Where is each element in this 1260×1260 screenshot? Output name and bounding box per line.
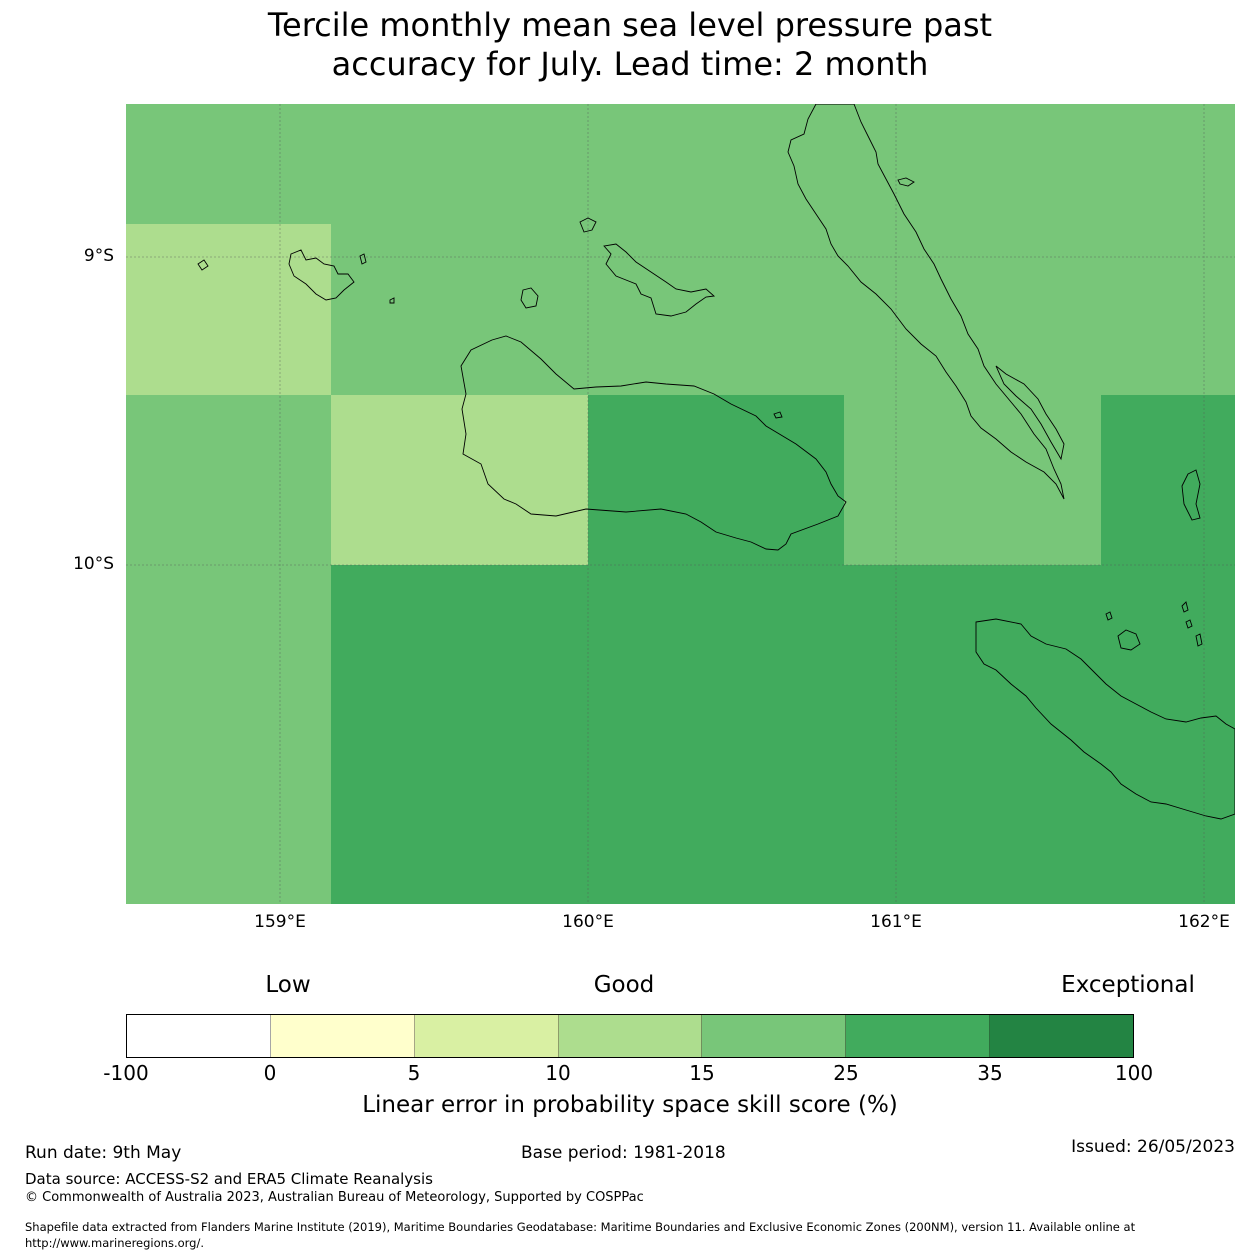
shapefile-credit-line-2: http://www.marineregions.org/.	[25, 1236, 204, 1250]
skill-grid-cell	[1101, 565, 1235, 904]
lon-label-160e: 160°E	[562, 912, 614, 932]
map-panel	[126, 104, 1235, 904]
run-date: Run date: 9th May	[25, 1143, 182, 1163]
lon-label-161e: 161°E	[870, 912, 922, 932]
islet-east-makira	[1195, 633, 1203, 647]
chart-title: Tercile monthly mean sea level pressure …	[0, 6, 1260, 84]
skill-grid-cell	[588, 395, 844, 565]
colorbar-segment	[558, 1015, 703, 1057]
islet-ulawa-south	[1105, 611, 1113, 621]
skill-grid-cell	[844, 224, 1101, 395]
island-savo	[520, 287, 539, 309]
skill-grid-cell	[1101, 395, 1235, 565]
island-small-malaita	[995, 365, 1065, 461]
islet-russell-east	[359, 253, 367, 265]
skill-grid-cell	[126, 565, 331, 904]
colorbar-tick: 25	[833, 1061, 859, 1085]
colorbar-category-low: Low	[265, 972, 311, 998]
island-guadalcanal	[460, 335, 847, 551]
colorbar-tick: 35	[977, 1061, 1003, 1085]
lon-label-159e: 159°E	[254, 912, 306, 932]
skill-grid-cell	[331, 395, 588, 565]
issued-date: Issued: 26/05/2023	[1071, 1137, 1235, 1157]
title-line-1: Tercile monthly mean sea level pressure …	[267, 6, 993, 44]
island-russell	[288, 249, 355, 301]
skill-grid-cell	[1101, 104, 1235, 224]
island-makira	[975, 618, 1235, 820]
islet-central	[773, 411, 783, 419]
islet-santa-ana	[1181, 601, 1189, 613]
colorbar-segment	[846, 1015, 991, 1057]
islet-russell-west	[197, 259, 209, 271]
colorbar-label: Linear error in probability space skill …	[362, 1092, 898, 1118]
skill-grid-cell	[331, 224, 588, 395]
skill-grid-cell	[588, 565, 844, 904]
islet-north-malaita	[897, 177, 915, 187]
colorbar-tick: 100	[1114, 1061, 1154, 1085]
skill-grid-cell	[844, 565, 1101, 904]
skill-grid-cell	[588, 224, 844, 395]
skill-grid-cell	[588, 104, 844, 224]
colorbar-segment	[702, 1015, 847, 1057]
islet-santa-catalina	[1185, 619, 1193, 629]
island-nggela-west	[579, 217, 597, 233]
colorbar-tick: 10	[545, 1061, 571, 1085]
lat-label-9s: 9°S	[83, 246, 114, 266]
skill-grid-cell	[331, 104, 588, 224]
colorbar-tick: 15	[689, 1061, 715, 1085]
colorbar-segment	[990, 1015, 1134, 1057]
shapefile-credit-line-1: Shapefile data extracted from Flanders M…	[25, 1220, 1136, 1234]
title-line-2: accuracy for July. Lead time: 2 month	[331, 45, 929, 83]
base-period: Base period: 1981-2018	[521, 1143, 726, 1163]
lat-label-10s: 10°S	[73, 554, 114, 574]
island-malaita	[787, 104, 1065, 500]
colorbar-segment	[414, 1015, 559, 1057]
lon-label-162e: 162°E	[1178, 912, 1230, 932]
colorbar-tick: 5	[407, 1061, 421, 1085]
colorbar-segment	[270, 1015, 415, 1057]
skill-grid-cell	[126, 395, 331, 565]
skill-grid-cell	[844, 104, 1101, 224]
skill-grid-cell	[126, 104, 331, 224]
colorbar	[126, 1014, 1134, 1058]
island-nggela	[603, 243, 716, 317]
data-source: Data source: ACCESS-S2 and ERA5 Climate …	[25, 1170, 433, 1188]
colorbar-category-good: Good	[593, 972, 655, 998]
skill-grid-cell	[1101, 224, 1235, 395]
colorbar-segment	[127, 1015, 271, 1057]
colorbar-tick: -100	[103, 1061, 149, 1085]
islet-ugi	[1117, 629, 1141, 651]
skill-grid-cell	[844, 395, 1101, 565]
copyright: © Commonwealth of Australia 2023, Austra…	[25, 1190, 644, 1205]
skill-grid-cell	[126, 224, 331, 395]
colorbar-tick: 0	[263, 1061, 277, 1085]
skill-grid-cell	[331, 565, 588, 904]
island-ulawa	[1181, 469, 1201, 521]
colorbar-category-exceptional: Exceptional	[1061, 972, 1195, 998]
skill-grid-cells	[126, 104, 1235, 904]
islet-russell-south	[389, 297, 395, 304]
coastlines	[197, 104, 1235, 820]
skill-score-map	[126, 104, 1235, 904]
graticule-lines	[126, 104, 1235, 904]
